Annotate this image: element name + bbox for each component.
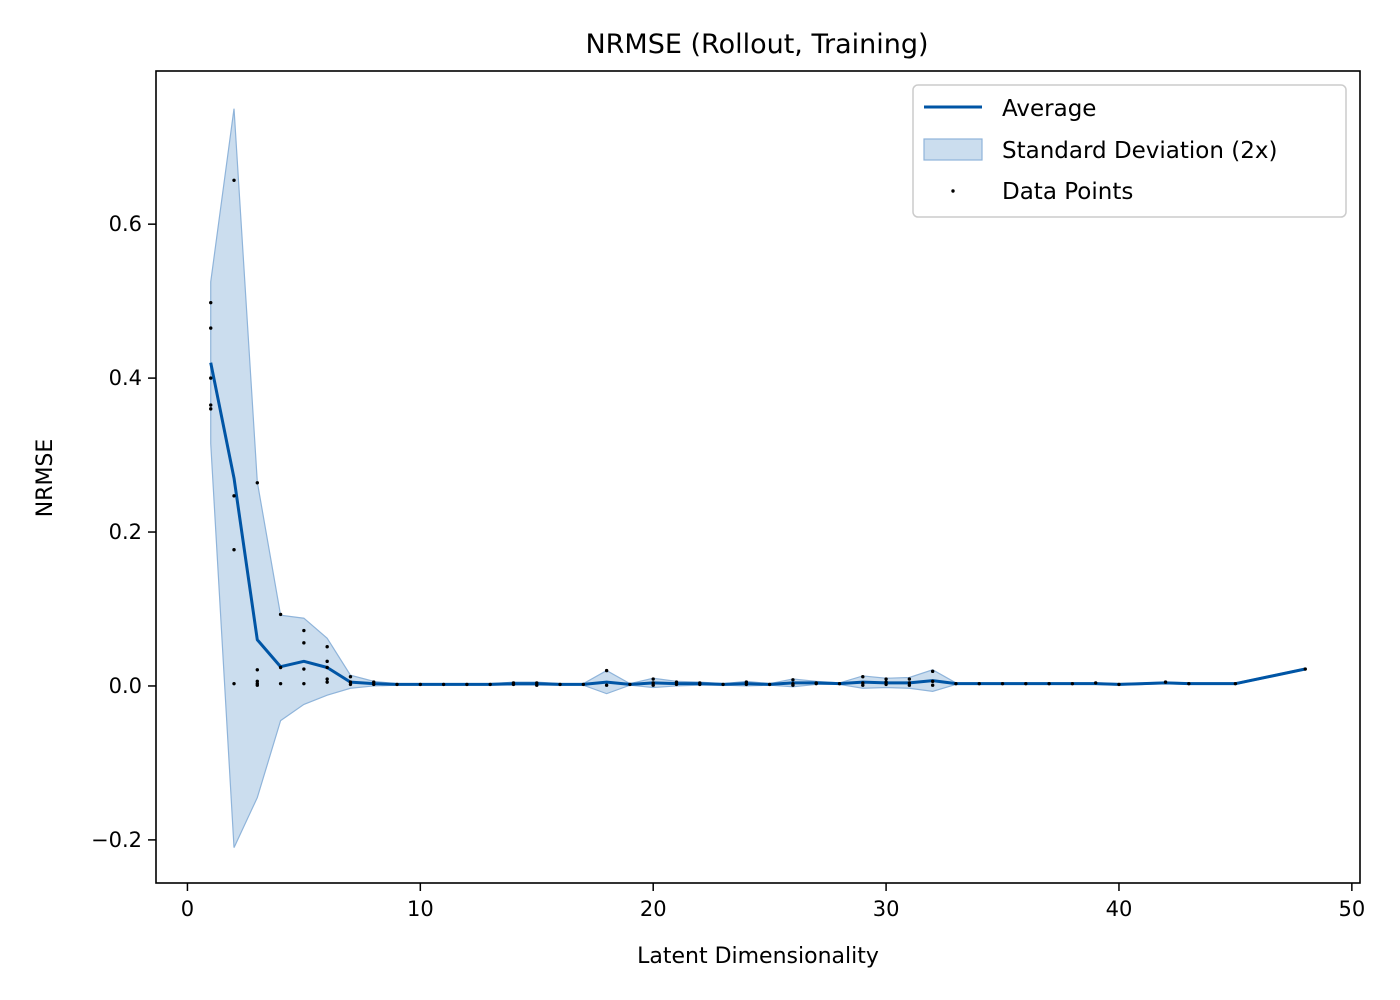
data-point bbox=[232, 548, 236, 552]
y-tick-label: 0.2 bbox=[109, 520, 142, 544]
data-point bbox=[1303, 667, 1307, 671]
data-point bbox=[1163, 680, 1168, 684]
legend-band-label: Standard Deviation (2x) bbox=[1002, 138, 1277, 164]
data-point bbox=[372, 682, 376, 687]
x-tick-label: 10 bbox=[407, 897, 434, 921]
data-point bbox=[418, 682, 423, 687]
y-tick-label: 0.0 bbox=[109, 674, 142, 698]
data-point bbox=[302, 628, 306, 633]
data-point bbox=[930, 679, 935, 684]
data-point bbox=[581, 682, 586, 687]
data-point bbox=[698, 682, 702, 687]
legend-average-label: Average bbox=[1002, 96, 1096, 122]
data-point bbox=[255, 683, 259, 687]
data-point bbox=[558, 682, 562, 687]
data-point bbox=[209, 376, 213, 380]
data-point bbox=[278, 612, 283, 617]
legend: Average Standard Deviation (2x) Data Poi… bbox=[912, 84, 1347, 218]
data-point bbox=[674, 682, 679, 687]
data-point bbox=[721, 682, 725, 687]
data-point bbox=[302, 681, 306, 686]
data-point bbox=[488, 682, 492, 687]
data-point bbox=[465, 682, 469, 687]
y-tick-label: 0.4 bbox=[109, 366, 142, 390]
data-point bbox=[302, 667, 306, 671]
data-point bbox=[1024, 681, 1028, 686]
data-point bbox=[348, 675, 353, 679]
data-point bbox=[861, 683, 865, 687]
legend-box bbox=[912, 84, 1347, 218]
data-point bbox=[1047, 681, 1051, 686]
data-point bbox=[348, 682, 353, 687]
data-point bbox=[395, 682, 399, 687]
x-tick-label: 0 bbox=[181, 897, 194, 921]
data-point bbox=[907, 677, 912, 681]
data-point bbox=[930, 669, 935, 674]
axes-frame bbox=[155, 70, 1361, 884]
chart-title: NRMSE (Rollout, Training) bbox=[585, 29, 928, 60]
data-point bbox=[278, 665, 283, 670]
data-point bbox=[209, 407, 213, 411]
x-tick-label: 50 bbox=[1338, 897, 1365, 921]
data-point bbox=[837, 681, 842, 686]
y-tick-label: −0.2 bbox=[91, 828, 142, 852]
data-point bbox=[441, 682, 446, 687]
y-axis-label: NRMSE bbox=[33, 439, 58, 518]
data-point bbox=[1000, 681, 1005, 686]
x-tick-label: 30 bbox=[873, 897, 900, 921]
data-point bbox=[1093, 681, 1098, 685]
data-point bbox=[791, 683, 795, 687]
x-tick-label: 40 bbox=[1106, 897, 1133, 921]
data-point bbox=[604, 683, 609, 687]
x-axis-label: Latent Dimensionality bbox=[637, 944, 879, 969]
data-point bbox=[884, 682, 888, 687]
data-point bbox=[302, 641, 306, 645]
data-point bbox=[278, 681, 283, 686]
data-point bbox=[232, 494, 236, 498]
data-point bbox=[325, 680, 329, 684]
data-point bbox=[325, 659, 329, 664]
data-point bbox=[767, 682, 772, 687]
data-point bbox=[1233, 681, 1238, 686]
data-point bbox=[814, 681, 818, 686]
average-line bbox=[209, 362, 1306, 686]
data-point bbox=[907, 683, 912, 687]
y-axis: −0.2 0.0 0.2 0.4 0.6 bbox=[91, 212, 156, 852]
data-point bbox=[535, 683, 539, 687]
data-point bbox=[977, 681, 981, 686]
legend-band-swatch bbox=[923, 138, 983, 161]
data-point bbox=[325, 665, 329, 670]
data-point bbox=[209, 403, 213, 407]
data-point bbox=[209, 300, 213, 305]
data-point bbox=[884, 677, 888, 681]
legend-points-label: Data Points bbox=[1002, 179, 1133, 205]
legend-points-swatch bbox=[951, 189, 955, 193]
data-point bbox=[209, 326, 213, 330]
plot-area bbox=[209, 108, 1307, 848]
data-point bbox=[255, 668, 259, 672]
data-point bbox=[651, 677, 655, 681]
y-tick-label: 0.6 bbox=[109, 212, 142, 236]
data-point bbox=[744, 682, 749, 687]
data-point bbox=[1187, 681, 1191, 686]
data-point bbox=[511, 682, 516, 687]
data-point bbox=[628, 682, 632, 687]
data-point bbox=[930, 683, 935, 687]
data-point bbox=[232, 178, 236, 182]
data-point bbox=[1117, 682, 1121, 687]
data-point bbox=[255, 481, 259, 485]
data-point bbox=[325, 677, 329, 681]
data-point bbox=[861, 675, 865, 679]
data-point bbox=[791, 678, 795, 682]
data-point bbox=[604, 668, 609, 673]
data-point bbox=[954, 681, 958, 686]
data-point bbox=[232, 681, 236, 686]
data-point bbox=[651, 683, 655, 687]
x-tick-label: 20 bbox=[640, 897, 667, 921]
x-axis: 0 10 20 30 40 50 bbox=[181, 883, 1365, 921]
data-point bbox=[1070, 681, 1075, 686]
data-point bbox=[325, 645, 329, 649]
